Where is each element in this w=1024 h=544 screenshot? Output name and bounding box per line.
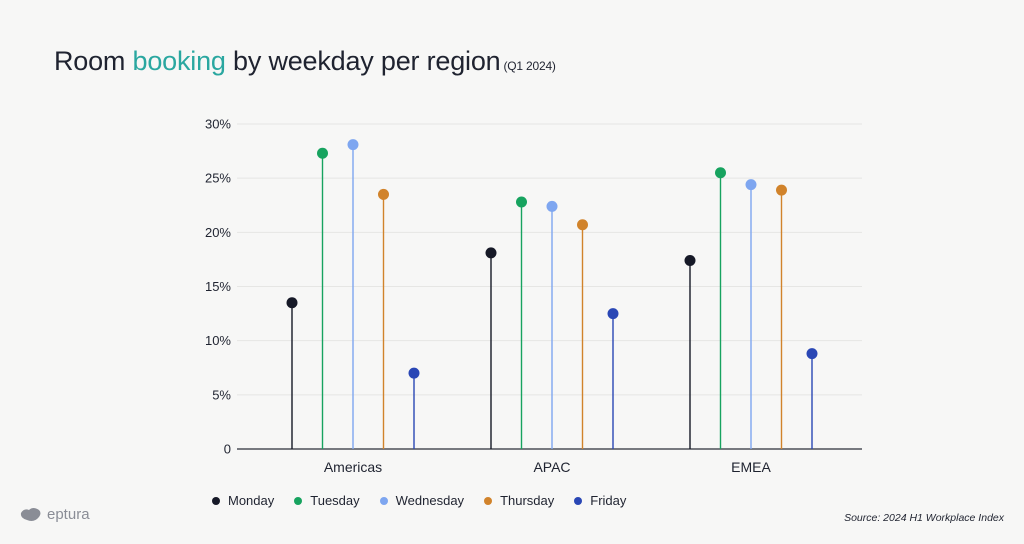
x-category-label: APAC: [533, 459, 570, 475]
y-tick-label: 20%: [205, 225, 231, 240]
lollipop-point: [317, 147, 328, 159]
legend-dot-friday: [574, 496, 583, 505]
lollipop-point: [378, 188, 389, 200]
lollipop-point: [776, 184, 787, 196]
lollipop-point: [715, 167, 726, 179]
y-tick-label: 10%: [205, 333, 231, 348]
lollipop-point: [347, 139, 359, 151]
legend-dot-tuesday: [294, 496, 303, 505]
legend-dot-monday: [212, 496, 220, 505]
title-suffix: by weekday per region: [225, 46, 501, 76]
legend-item-wednesday: Wednesday: [379, 493, 465, 508]
legend-dot-wednesday: [379, 496, 388, 505]
eptura-logo-icon: [20, 507, 41, 521]
lollipop-point: [408, 367, 420, 379]
y-tick-label: 0: [224, 442, 231, 457]
lollipop-point: [516, 196, 527, 208]
title-prefix: Room: [54, 46, 133, 76]
legend-label-wednesday: Wednesday: [395, 493, 465, 508]
legend-label-tuesday: Tuesday: [310, 493, 360, 508]
x-category-label: EMEA: [731, 459, 771, 475]
title-accent: booking: [132, 46, 226, 76]
legend-label-thursday: Thursday: [500, 493, 555, 508]
legend-item-monday: Monday: [212, 493, 274, 508]
legend-item-thursday: Thursday: [484, 493, 554, 508]
logo-text: eptura: [47, 506, 90, 523]
lollipop-point: [577, 219, 588, 231]
chart-title: Room booking by weekday per region (Q1 20…: [54, 46, 556, 77]
legend-label-monday: Monday: [228, 493, 275, 508]
lollipop-point: [745, 179, 757, 191]
lollipop-point: [485, 247, 497, 259]
lollipop-point: [286, 297, 298, 309]
lollipop-point: [546, 200, 558, 212]
legend-item-friday: Friday: [574, 493, 626, 508]
x-category-label: Americas: [324, 459, 382, 475]
lollipop-point: [607, 308, 619, 320]
y-tick-label: 15%: [205, 279, 231, 294]
chart-legend: Monday Tuesday Wednesday Thursday Friday: [212, 493, 626, 508]
legend-label-friday: Friday: [590, 493, 627, 508]
legend-dot-thursday: [484, 496, 493, 505]
y-tick-label: 30%: [205, 117, 231, 132]
y-tick-label: 5%: [212, 387, 231, 402]
y-tick-label: 25%: [205, 171, 231, 186]
chart-subtitle: (Q1 2024): [503, 59, 556, 73]
lollipop-point: [806, 348, 818, 360]
legend-item-tuesday: Tuesday: [294, 493, 360, 508]
source-note: Source: 2024 H1 Workplace Index: [844, 512, 1004, 524]
lollipop-point: [684, 255, 696, 266]
eptura-logo: eptura: [20, 506, 90, 523]
